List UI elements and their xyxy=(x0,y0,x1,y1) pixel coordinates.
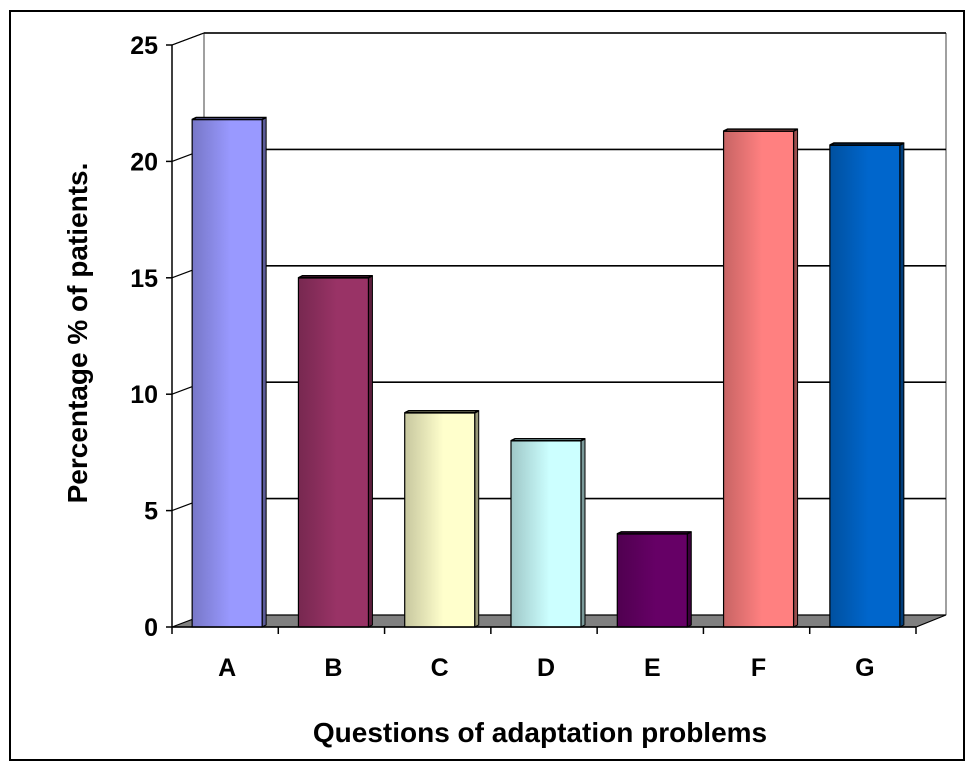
y-axis: 0 5 10 15 20 25 xyxy=(130,32,205,642)
bar-F xyxy=(722,130,795,628)
y-tick-label: 20 xyxy=(130,148,158,176)
bar-top-E xyxy=(616,531,692,535)
y-axis-title: Percentage % of patients. xyxy=(62,163,93,504)
bar-top-G xyxy=(829,142,905,146)
x-tick-label: A xyxy=(218,654,236,682)
bar-E xyxy=(616,533,688,628)
bar-D xyxy=(510,440,582,628)
bar-side-B xyxy=(367,274,373,628)
x-tick-label: D xyxy=(537,654,555,682)
x-tick-label: E xyxy=(644,654,661,682)
bars xyxy=(191,116,905,628)
y-axis-depth-line xyxy=(171,32,205,46)
x-tick-label: G xyxy=(855,654,874,682)
y-tick-label: 5 xyxy=(144,498,158,526)
bar-C xyxy=(404,412,476,628)
x-tick-label: F xyxy=(751,654,766,682)
bar-side-C xyxy=(474,410,480,628)
bar-top-F xyxy=(723,128,798,132)
bar-A xyxy=(191,118,263,628)
x-axis-title: Questions of adaptation problems xyxy=(313,717,767,748)
y-tick-label: 25 xyxy=(130,32,158,60)
bar-side-A xyxy=(261,116,267,628)
y-tick-label: 15 xyxy=(130,265,158,293)
x-tick-label: C xyxy=(431,654,449,682)
y-tick-label: 0 xyxy=(144,614,158,642)
bar-top-B xyxy=(298,274,373,279)
bar-G xyxy=(829,144,901,628)
y-tick-label: 10 xyxy=(130,381,158,409)
x-tick-label: B xyxy=(324,654,342,682)
bar-top-C xyxy=(404,410,480,414)
bar-B xyxy=(297,277,370,628)
bar-top-D xyxy=(510,437,586,442)
x-axis: A B C D E F G xyxy=(171,626,917,682)
bar-top-A xyxy=(191,116,267,121)
chart-frame xyxy=(9,10,965,761)
